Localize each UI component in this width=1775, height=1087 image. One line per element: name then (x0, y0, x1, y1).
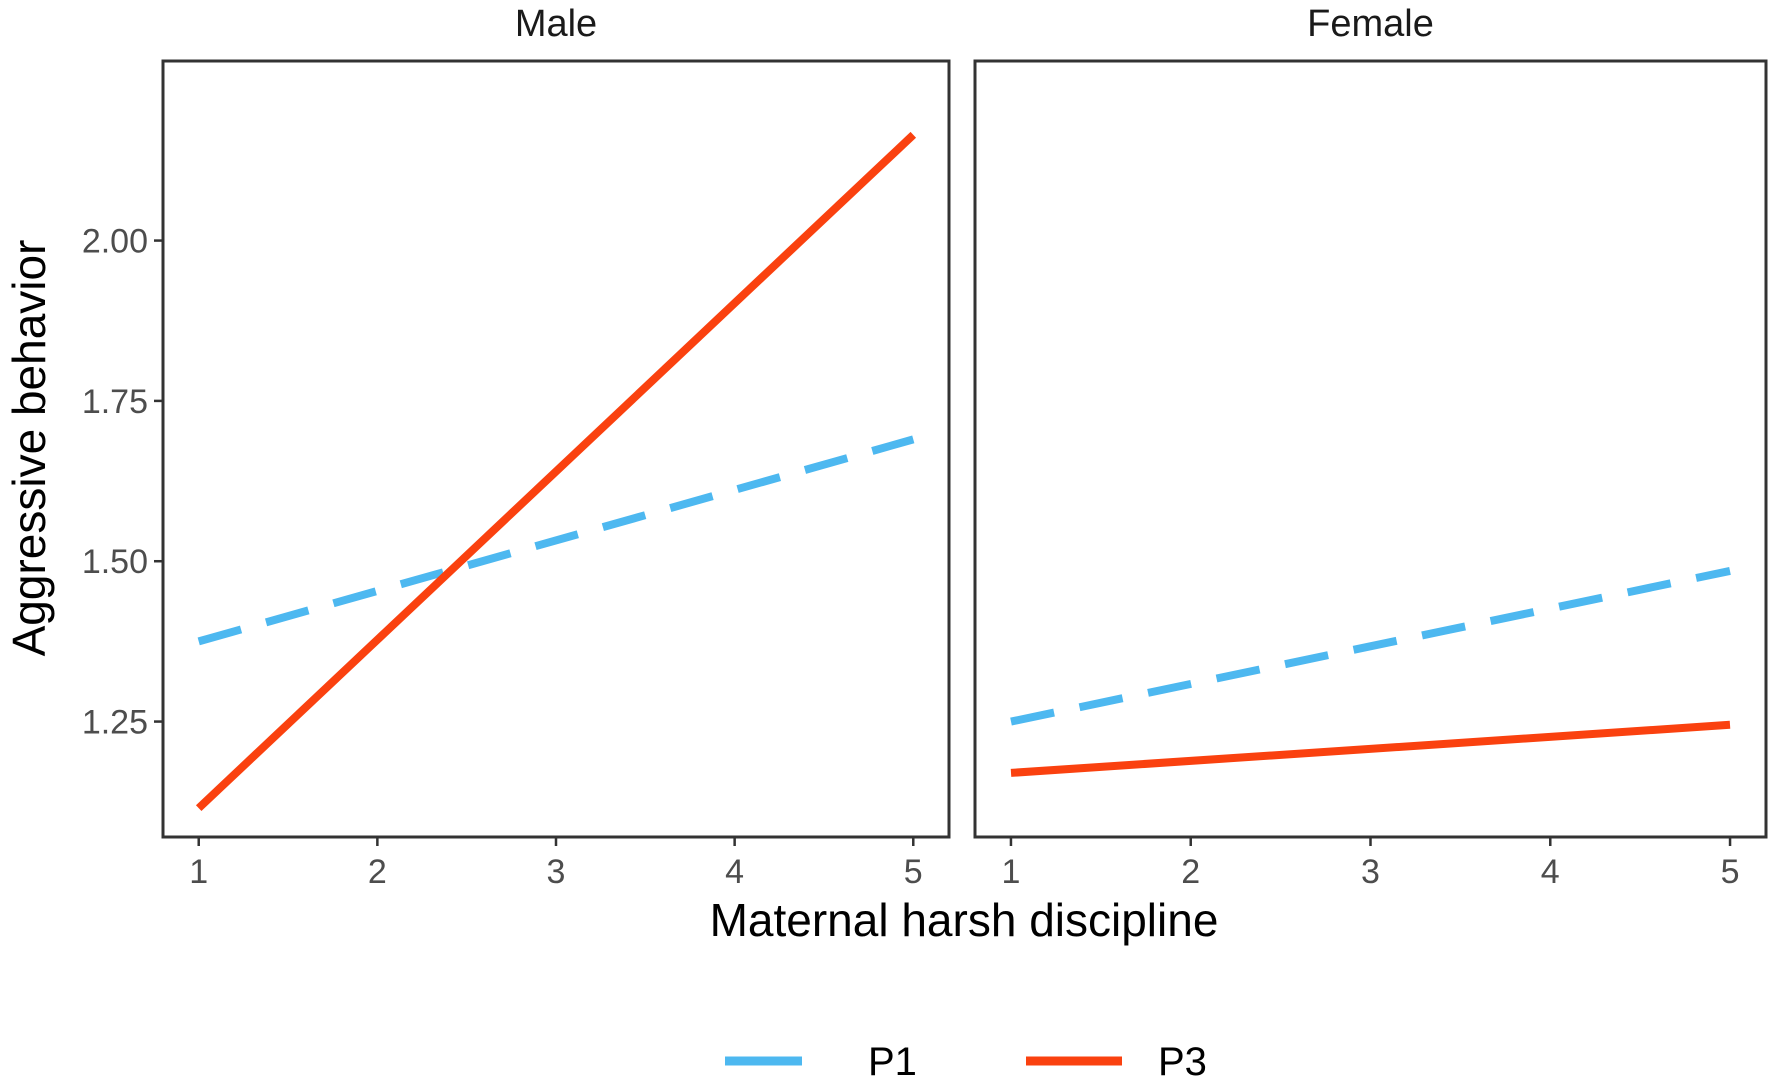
y-axis-title: Aggressive behavior (3, 240, 55, 657)
x-tick-label: 4 (725, 853, 744, 891)
series-lines-male (195, 131, 917, 812)
x-tick-label: 4 (1541, 853, 1560, 891)
x-axis-ticks-male: 1 2 3 4 5 (189, 853, 922, 891)
x-tick-label: 3 (547, 853, 566, 891)
y-axis-ticks: 1.25 1.50 1.75 2.00 (82, 223, 148, 742)
legend: P1 P3 (725, 1040, 1207, 1084)
x-tick-label: 1 (189, 853, 208, 891)
series-lines-female (1010, 566, 1731, 777)
legend-label-p1: P1 (868, 1040, 917, 1084)
series-line-p3 (1010, 720, 1731, 777)
y-tick-label: 1.50 (82, 543, 148, 581)
legend-label-p3: P3 (1158, 1040, 1207, 1084)
panel-title-female: Female (1307, 3, 1434, 45)
panel-female: Female 1 2 3 4 5 (973, 3, 1768, 891)
y-tick-label: 2.00 (82, 223, 148, 261)
x-tick-label: 2 (1181, 853, 1200, 891)
series-line-p1 (1010, 566, 1731, 726)
x-axis-ticks-female: 1 2 3 4 5 (1001, 853, 1739, 891)
panel-frame-male (161, 59, 951, 839)
panel-male: Male 1 2 3 4 5 (154, 3, 951, 891)
panel-title-male: Male (515, 3, 597, 45)
y-tick-label: 1.75 (82, 383, 148, 421)
series-line-p3 (195, 131, 917, 812)
x-tick-label: 5 (904, 853, 923, 891)
series-line-p1 (197, 435, 915, 646)
x-tick-label: 5 (1721, 853, 1740, 891)
panel-frame-female (973, 59, 1768, 839)
x-tick-label: 2 (368, 853, 387, 891)
x-tick-label: 3 (1361, 853, 1380, 891)
x-tick-label: 1 (1001, 853, 1020, 891)
y-tick-label: 1.25 (82, 704, 148, 742)
x-axis-title: Maternal harsh discipline (710, 894, 1219, 946)
